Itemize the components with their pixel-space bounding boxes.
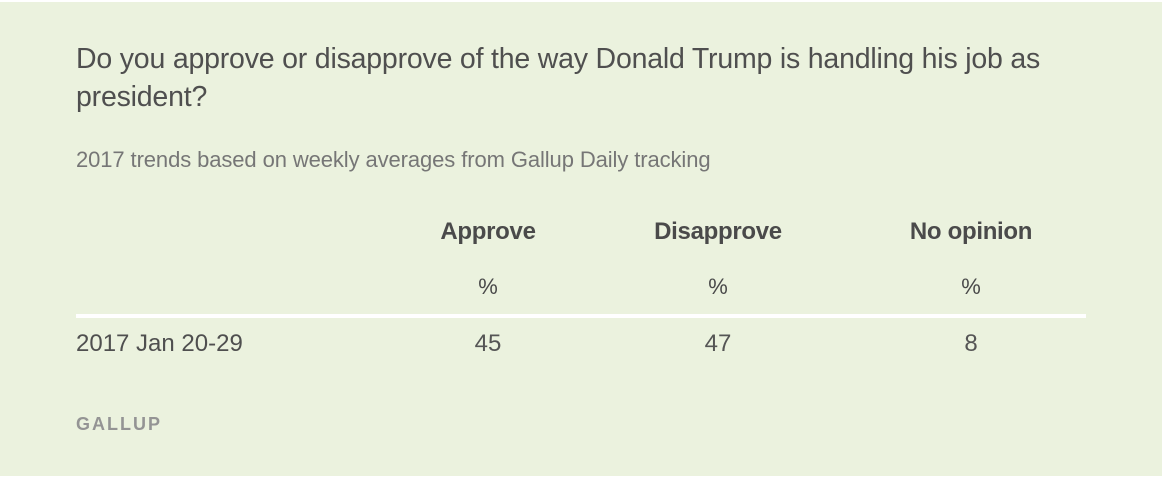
column-header-disapprove: Disapprove bbox=[654, 218, 782, 245]
unit-approve: % bbox=[478, 274, 498, 299]
subtitle: 2017 trends based on weekly averages fro… bbox=[76, 147, 711, 172]
question-title: Do you approve or disapprove of the way … bbox=[76, 43, 1041, 113]
cell-approve: 45 bbox=[474, 330, 502, 357]
source-logo: GALLUP bbox=[76, 414, 162, 434]
cell-no-opinion: 8 bbox=[964, 330, 978, 357]
cell-disapprove: 47 bbox=[704, 330, 732, 357]
unit-disapprove: % bbox=[708, 274, 728, 299]
header-divider bbox=[76, 314, 1086, 318]
column-header-no-opinion: No opinion bbox=[909, 218, 1033, 245]
column-header-approve: Approve bbox=[440, 218, 536, 245]
unit-no-opinion: % bbox=[961, 274, 981, 299]
row-label: 2017 Jan 20-29 bbox=[76, 330, 243, 357]
